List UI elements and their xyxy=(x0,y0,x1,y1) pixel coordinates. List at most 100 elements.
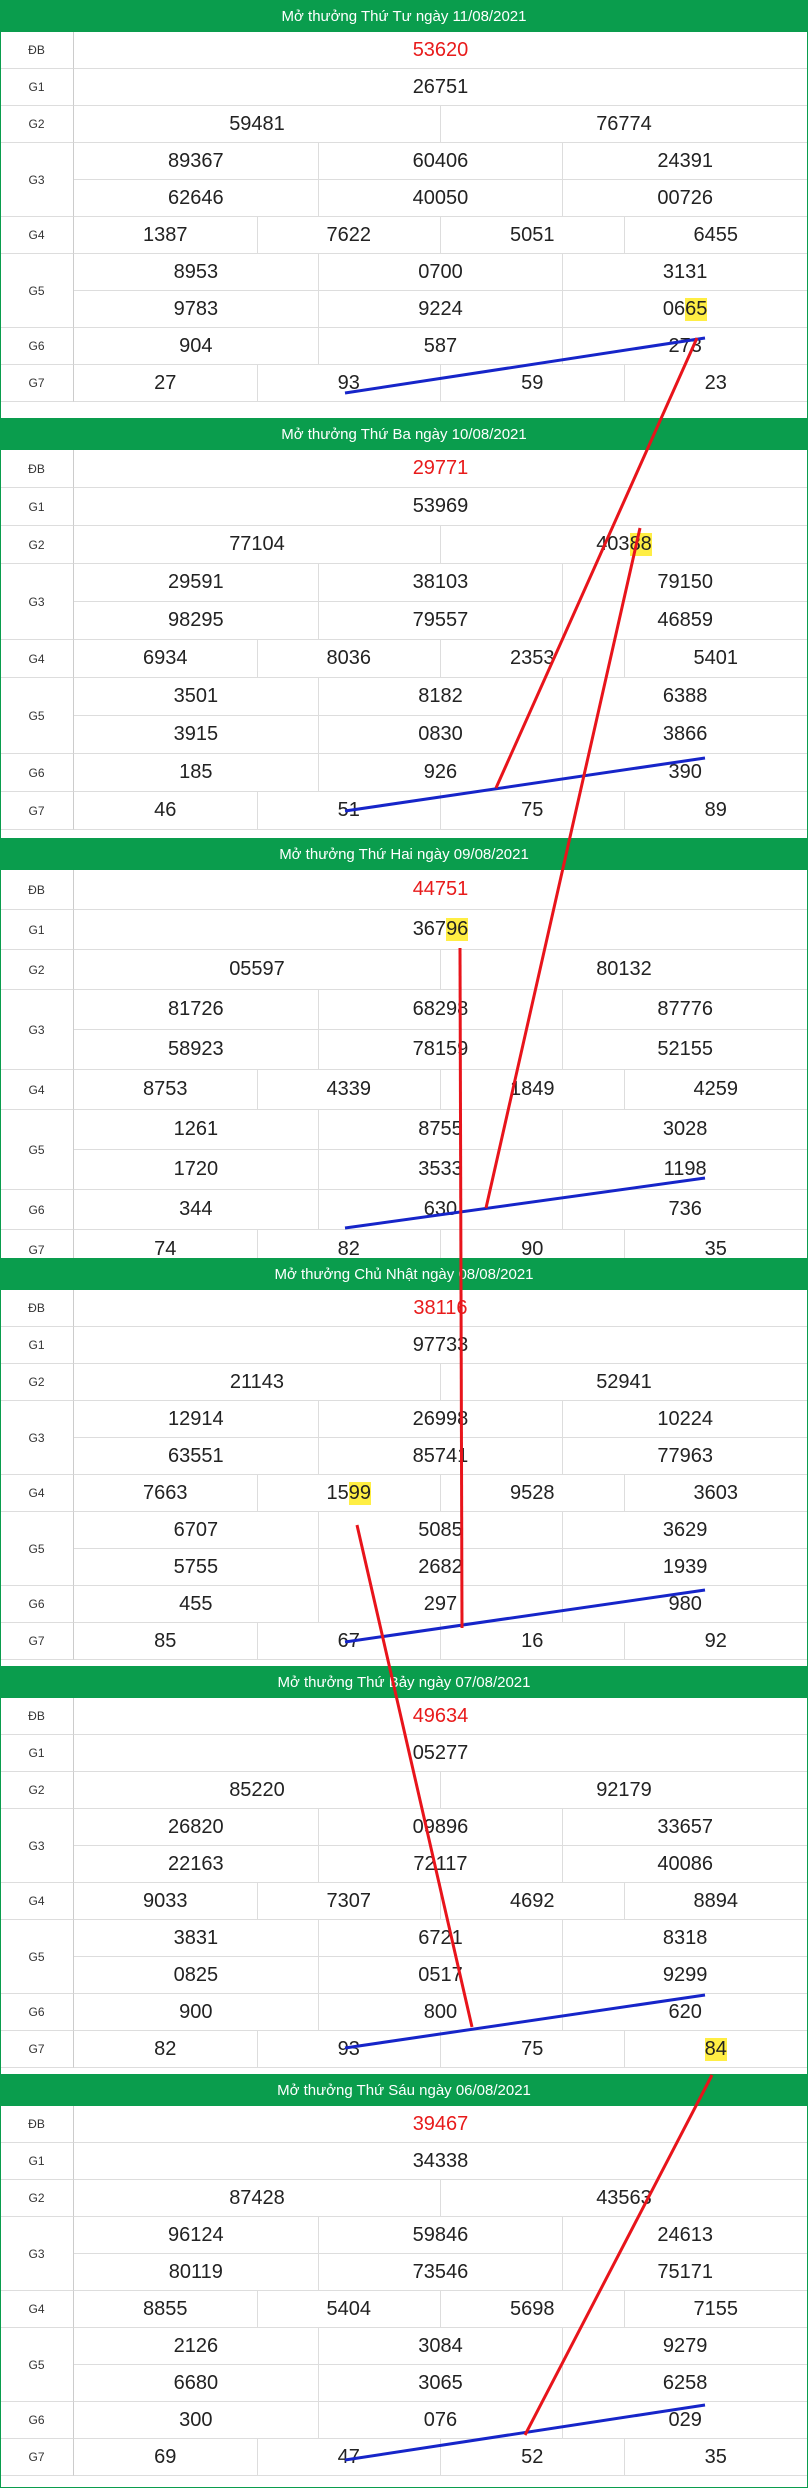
prize-number-db: 39467 xyxy=(74,2106,808,2143)
prize-number-g3: 79557 xyxy=(318,602,564,640)
prize-number-g3: 38103 xyxy=(318,564,564,602)
prize-number-g7: 46 xyxy=(74,792,258,830)
highlighted-digits: 84 xyxy=(704,2037,727,2061)
prize-label-g5: G5 xyxy=(0,1110,74,1190)
prize-number-g4: 4339 xyxy=(257,1070,441,1110)
prize-number-g5: 06 65 xyxy=(563,291,808,328)
prize-number-g5: 3131 xyxy=(563,254,808,291)
prize-number-g3: 60406 xyxy=(318,143,564,180)
prize-number-g5: 3533 xyxy=(318,1150,564,1190)
prize-number-g5: 0517 xyxy=(318,1957,564,1994)
prize-label-g7: G7 xyxy=(0,2439,74,2476)
prize-label-g4: G4 xyxy=(0,217,74,254)
prize-number-g3: 26998 xyxy=(318,1401,564,1438)
prize-number-g5: 6258 xyxy=(563,2365,808,2402)
prize-number-g5: 3831 xyxy=(74,1920,319,1957)
prize-number-g1: 53969 xyxy=(74,488,808,526)
prize-number-g5: 3629 xyxy=(563,1512,808,1549)
prize-label-g7: G7 xyxy=(0,365,74,402)
prize-number-g3: 10224 xyxy=(563,1401,808,1438)
prize-label-g3: G3 xyxy=(0,2217,74,2291)
prize-number-g3: 22163 xyxy=(74,1846,319,1883)
prize-label-db: ĐB xyxy=(0,450,74,488)
prize-number-g1: 34338 xyxy=(74,2143,808,2180)
prize-label-g6: G6 xyxy=(0,1586,74,1623)
prize-number-g7: 75 xyxy=(441,2031,625,2068)
prize-number-g4: 5404 xyxy=(257,2291,441,2328)
prize-number-g6: 185 xyxy=(74,754,319,792)
draw-header: Mở thưởng Thứ Hai ngày 09/08/2021 xyxy=(0,838,808,870)
prize-number-g5: 3866 xyxy=(563,716,808,754)
prize-number-g7: 59 xyxy=(441,365,625,402)
prize-number-g7: 52 xyxy=(441,2439,625,2476)
prize-number-g3: 75171 xyxy=(563,2254,808,2291)
prize-number-g2: 403 88 xyxy=(441,526,808,564)
prize-label-db: ĐB xyxy=(0,2106,74,2143)
prize-number-g7: 35 xyxy=(624,2439,808,2476)
prize-label-g5: G5 xyxy=(0,2328,74,2402)
prize-label-g5: G5 xyxy=(0,678,74,754)
prize-number-g3: 80119 xyxy=(74,2254,319,2291)
prize-number-g3: 46859 xyxy=(563,602,808,640)
prize-label-g1: G1 xyxy=(0,2143,74,2180)
prize-number-g5: 8318 xyxy=(563,1920,808,1957)
prize-number-g6: 800 xyxy=(318,1994,564,2031)
prize-number-g3: 73546 xyxy=(318,2254,564,2291)
prize-number-g3: 79150 xyxy=(563,564,808,602)
prize-number-g3: 59846 xyxy=(318,2217,564,2254)
prize-number-g2: 85220 xyxy=(74,1772,441,1809)
prize-number-g4: 3603 xyxy=(624,1475,808,1512)
prize-number-g5: 9224 xyxy=(318,291,564,328)
prize-label-g4: G4 xyxy=(0,1475,74,1512)
prize-number-g3: 24391 xyxy=(563,143,808,180)
prize-number-g6: 390 xyxy=(563,754,808,792)
prize-number-g3: 96124 xyxy=(74,2217,319,2254)
prize-number-g3: 85741 xyxy=(318,1438,564,1475)
prize-number-g6: 587 xyxy=(318,328,564,365)
prize-number-g5: 6680 xyxy=(74,2365,319,2402)
prize-label-g6: G6 xyxy=(0,1994,74,2031)
prize-number-g3: 40086 xyxy=(563,1846,808,1883)
prize-number-g6: 980 xyxy=(563,1586,808,1623)
prize-number-db: 53620 xyxy=(74,32,808,69)
prize-number-g3: 52155 xyxy=(563,1030,808,1070)
prize-number-g5: 8182 xyxy=(318,678,564,716)
prize-number-g5: 6721 xyxy=(318,1920,564,1957)
prize-label-g3: G3 xyxy=(0,143,74,217)
prize-label-g3: G3 xyxy=(0,990,74,1070)
prize-number-g3: 00726 xyxy=(563,180,808,217)
prize-number-g5: 9299 xyxy=(563,1957,808,1994)
prize-number-g6: 300 xyxy=(74,2402,319,2439)
prize-label-g2: G2 xyxy=(0,1364,74,1401)
prize-number-g6: 029 xyxy=(563,2402,808,2439)
prize-label-g4: G4 xyxy=(0,2291,74,2328)
prize-number-g4: 4259 xyxy=(624,1070,808,1110)
prize-number-g3: 40050 xyxy=(318,180,564,217)
prize-number-g3: 63551 xyxy=(74,1438,319,1475)
prize-number-g3: 12914 xyxy=(74,1401,319,1438)
prize-number-g5: 3915 xyxy=(74,716,319,754)
highlighted-digits: 99 xyxy=(348,1481,371,1505)
prize-number-g5: 1261 xyxy=(74,1110,319,1150)
prize-number-g3: 98295 xyxy=(74,602,319,640)
prize-number-g6: 297 xyxy=(318,1586,564,1623)
prize-number-g5: 0825 xyxy=(74,1957,319,1994)
prize-number-db: 29771 xyxy=(74,450,808,488)
prize-label-g5: G5 xyxy=(0,1512,74,1586)
prize-number-g7: 93 xyxy=(257,365,441,402)
prize-label-g2: G2 xyxy=(0,1772,74,1809)
prize-label-g2: G2 xyxy=(0,526,74,564)
prize-number-db: 44751 xyxy=(74,870,808,910)
prize-number-g4: 6455 xyxy=(624,217,808,254)
prize-number-g4: 5051 xyxy=(441,217,625,254)
prize-number-g3: 26820 xyxy=(74,1809,319,1846)
prize-number-g1: 05277 xyxy=(74,1735,808,1772)
prize-number-g6: 455 xyxy=(74,1586,319,1623)
highlighted-digits: 65 xyxy=(685,297,708,321)
prize-number-g6: 076 xyxy=(318,2402,564,2439)
prize-number-g3: 24613 xyxy=(563,2217,808,2254)
prize-number-g5: 2126 xyxy=(74,2328,319,2365)
prize-number-g3: 29591 xyxy=(74,564,319,602)
prize-number-g6: 344 xyxy=(74,1190,319,1230)
prize-number-g5: 8755 xyxy=(318,1110,564,1150)
